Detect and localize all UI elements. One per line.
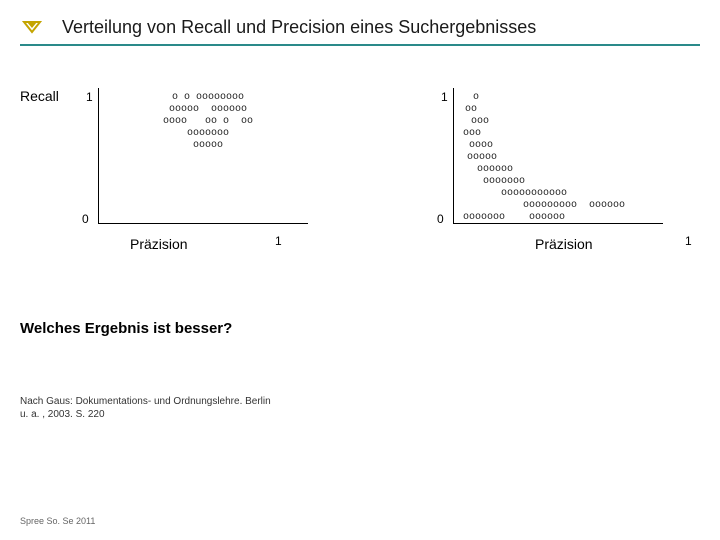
x-tick-1-left: 1 — [275, 234, 282, 248]
citation-text: Nach Gaus: Dokumentations- und Ordnungsl… — [20, 395, 280, 421]
chevron-down-icon — [20, 15, 44, 39]
y-tick-1-right: 1 — [441, 90, 448, 104]
chart-left: Recall 1 0 o o ooooooooooooo oooooooooo … — [20, 80, 345, 270]
x-axis-label-right: Präzision — [535, 236, 593, 252]
header-title: Verteilung von Recall und Precision eine… — [62, 17, 536, 38]
y-axis-label-left: Recall — [20, 88, 59, 104]
x-axis-label-left: Präzision — [130, 236, 188, 252]
y-tick-0-left: 0 — [82, 212, 89, 226]
chart-right: 1 0 oooooooooooooooooooooooooooooooooooo… — [375, 80, 700, 270]
x-tick-1-right: 1 — [685, 234, 692, 248]
y-tick-1-left: 1 — [86, 90, 93, 104]
point-cloud-left: o o ooooooooooooo oooooooooo oo o oooooo… — [108, 92, 308, 152]
footer-text: Spree So. Se 2011 — [20, 516, 95, 526]
y-tick-0-right: 0 — [437, 212, 444, 226]
point-cloud-right: oooooooooooooooooooooooooooooooooooooooo… — [463, 92, 663, 224]
question-text: Welches Ergebnis ist besser? — [20, 320, 232, 337]
